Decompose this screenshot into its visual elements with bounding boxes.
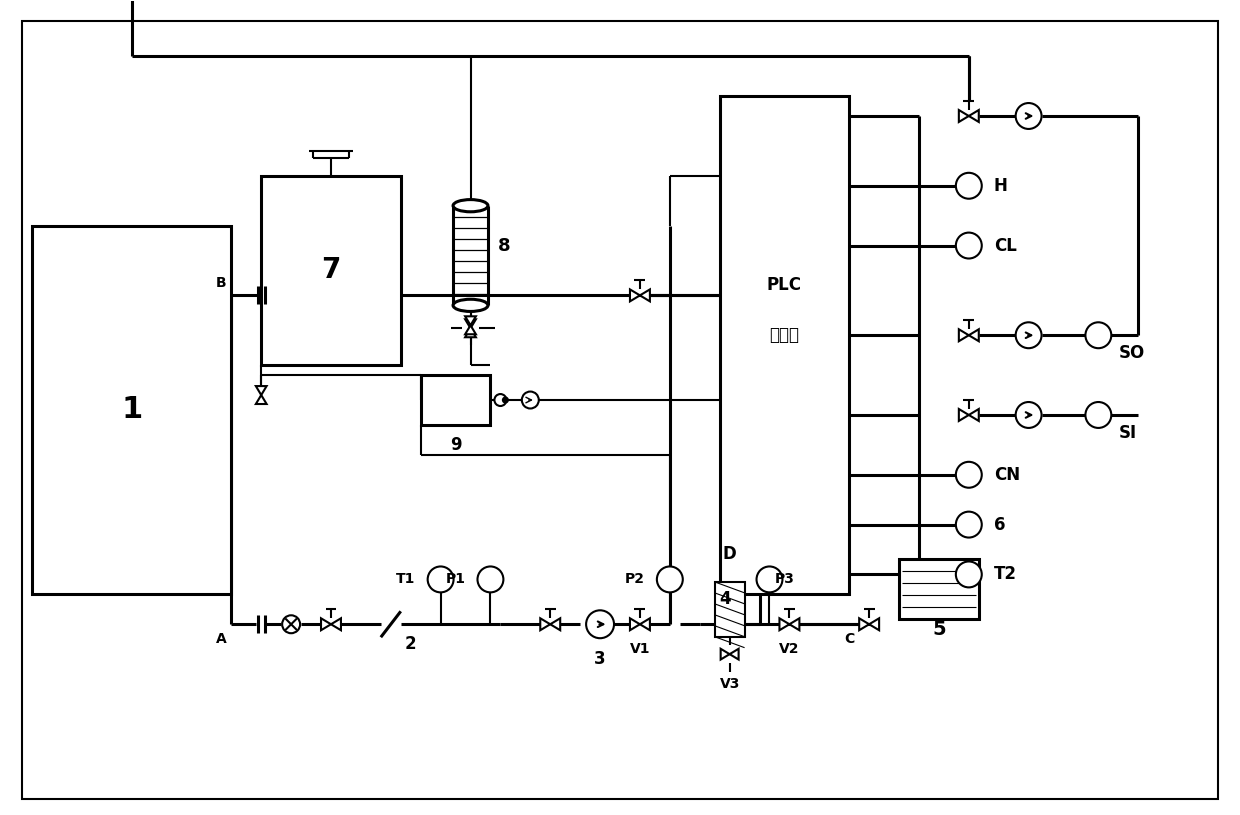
Polygon shape — [255, 386, 267, 395]
Text: 3: 3 — [594, 650, 606, 668]
Polygon shape — [959, 409, 968, 421]
Polygon shape — [331, 619, 341, 630]
Polygon shape — [465, 325, 476, 334]
Text: 2: 2 — [405, 635, 417, 653]
Text: P2: P2 — [625, 572, 645, 587]
Circle shape — [1016, 103, 1042, 129]
Text: CN: CN — [993, 465, 1019, 484]
Polygon shape — [465, 319, 476, 328]
Text: 1: 1 — [122, 395, 143, 425]
Polygon shape — [968, 409, 978, 421]
Polygon shape — [780, 619, 790, 630]
Circle shape — [657, 566, 683, 593]
Polygon shape — [640, 619, 650, 630]
Text: T1: T1 — [397, 572, 415, 587]
Text: A: A — [216, 632, 227, 646]
Polygon shape — [729, 649, 739, 659]
Polygon shape — [630, 289, 640, 302]
Text: 8: 8 — [498, 236, 511, 254]
Polygon shape — [321, 619, 331, 630]
Text: T2: T2 — [993, 566, 1017, 584]
Text: V3: V3 — [719, 677, 740, 691]
Bar — [899, 559, 978, 619]
Polygon shape — [465, 328, 476, 337]
Polygon shape — [959, 329, 968, 341]
Text: V1: V1 — [630, 642, 650, 656]
Text: C: C — [844, 632, 854, 646]
Polygon shape — [790, 619, 800, 630]
Circle shape — [756, 566, 782, 593]
Text: 4: 4 — [719, 590, 730, 608]
Circle shape — [495, 394, 506, 406]
Polygon shape — [255, 395, 267, 404]
Circle shape — [283, 615, 300, 633]
Text: CL: CL — [993, 236, 1017, 254]
Polygon shape — [968, 110, 978, 122]
Circle shape — [1016, 322, 1042, 348]
Circle shape — [1085, 322, 1111, 348]
Text: 7: 7 — [321, 257, 341, 284]
Polygon shape — [640, 289, 650, 302]
Polygon shape — [720, 649, 729, 659]
Circle shape — [956, 562, 982, 588]
Bar — [420, 375, 491, 425]
Circle shape — [956, 173, 982, 199]
Circle shape — [587, 610, 614, 638]
Ellipse shape — [453, 200, 489, 212]
Polygon shape — [968, 329, 978, 341]
Circle shape — [1085, 402, 1111, 428]
Circle shape — [428, 566, 454, 593]
Polygon shape — [630, 619, 640, 630]
Text: 控制器: 控制器 — [770, 326, 800, 344]
Bar — [714, 582, 744, 637]
Text: 5: 5 — [932, 619, 946, 639]
Text: P1: P1 — [445, 572, 465, 587]
Circle shape — [477, 566, 503, 593]
Text: P3: P3 — [775, 572, 795, 587]
Polygon shape — [541, 619, 551, 630]
Polygon shape — [551, 619, 560, 630]
Polygon shape — [859, 619, 869, 630]
Text: PLC: PLC — [766, 276, 802, 294]
Text: V2: V2 — [779, 642, 800, 656]
Polygon shape — [869, 619, 879, 630]
Bar — [719, 96, 849, 594]
Circle shape — [956, 232, 982, 258]
Text: 9: 9 — [450, 436, 461, 454]
Polygon shape — [465, 316, 476, 325]
Text: H: H — [993, 177, 1008, 195]
Polygon shape — [959, 110, 968, 122]
Circle shape — [956, 462, 982, 487]
Bar — [32, 226, 232, 594]
Circle shape — [1016, 402, 1042, 428]
Ellipse shape — [453, 299, 489, 311]
Text: D: D — [723, 545, 737, 563]
Text: SO: SO — [1118, 344, 1145, 362]
Text: B: B — [216, 276, 227, 290]
Text: 6: 6 — [993, 516, 1006, 534]
Bar — [262, 176, 401, 365]
Text: SI: SI — [1118, 424, 1136, 442]
Circle shape — [503, 398, 508, 403]
Circle shape — [956, 512, 982, 538]
Circle shape — [522, 391, 538, 408]
